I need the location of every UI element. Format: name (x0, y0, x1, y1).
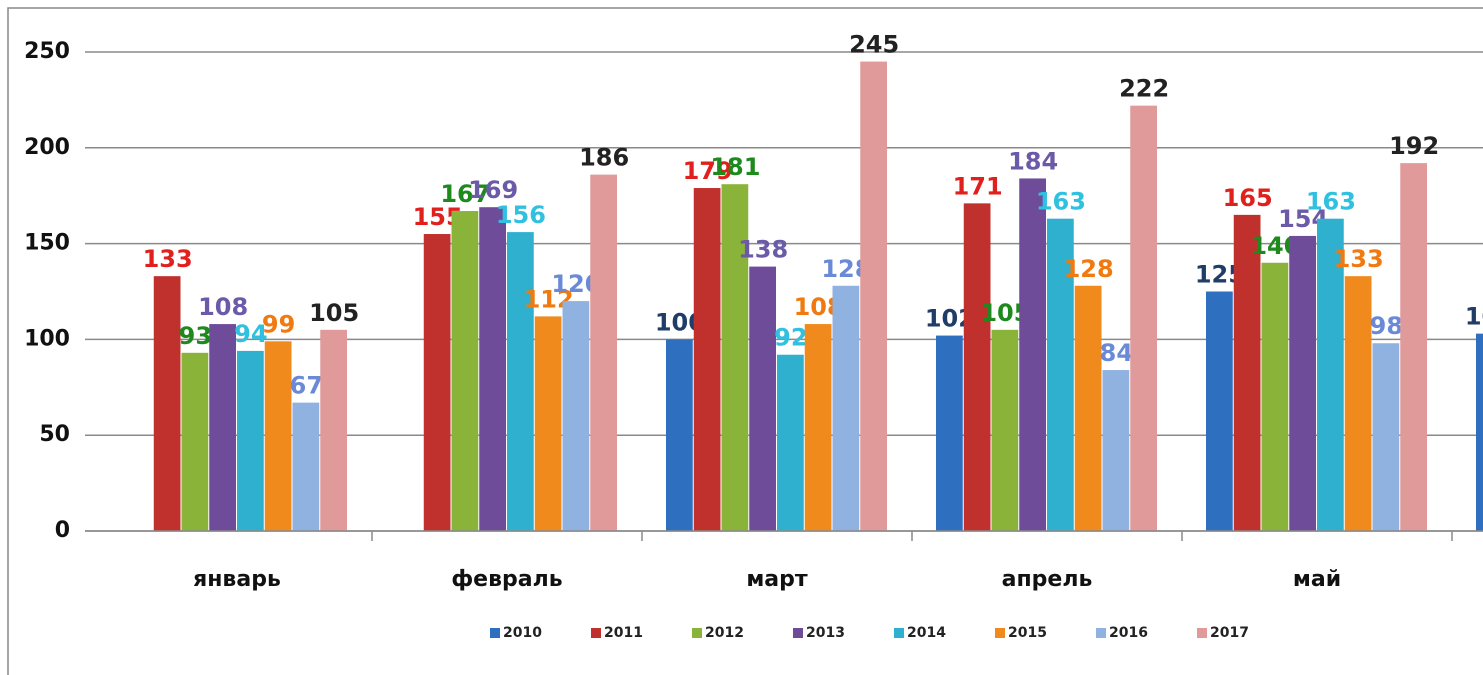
data-label: 186 (579, 144, 629, 172)
bar (264, 341, 292, 531)
legend-label: 2013 (806, 625, 845, 641)
data-label: 67 (290, 372, 323, 400)
bar (936, 335, 963, 531)
legend-label: 2017 (1210, 625, 1249, 641)
data-label: 92 (774, 324, 807, 352)
data-label: 156 (496, 201, 546, 229)
bar (1074, 285, 1102, 531)
legend-label: 2016 (1109, 625, 1148, 641)
bar (534, 316, 562, 531)
legend-label: 2012 (705, 625, 744, 641)
data-label: 245 (849, 31, 899, 59)
bar (777, 354, 804, 531)
legend-swatch (995, 628, 1005, 638)
legend-swatch (1096, 628, 1106, 638)
data-label: 181 (710, 153, 760, 181)
data-label: 222 (1119, 75, 1169, 103)
data-label: 99 (262, 310, 295, 338)
y-tick-label: 100 (24, 326, 70, 351)
bar (562, 301, 590, 531)
data-label: 138 (738, 236, 788, 264)
x-tick-label: январь (193, 567, 281, 592)
bar (1233, 214, 1261, 532)
data-label: 103 (1465, 303, 1483, 331)
bar (423, 234, 451, 531)
bar (693, 188, 721, 531)
bar (832, 285, 860, 531)
y-tick-label: 250 (24, 39, 70, 64)
y-tick-label: 0 (55, 518, 70, 543)
x-tick-label: апрель (1002, 567, 1093, 592)
bar (209, 324, 236, 531)
bar (479, 207, 506, 532)
data-label: 179 (683, 157, 733, 185)
data-label: 128 (1064, 255, 1114, 283)
bar (721, 184, 749, 532)
legend-swatch (894, 628, 904, 638)
legend-label: 2015 (1008, 625, 1047, 641)
data-label: 84 (1100, 339, 1133, 367)
bar (181, 352, 209, 531)
data-label: 167 (440, 180, 490, 208)
data-label: 94 (234, 320, 267, 348)
bar (1289, 235, 1316, 531)
data-label: 108 (198, 293, 248, 321)
x-tick-label: март (746, 567, 808, 592)
data-label: 133 (1334, 245, 1384, 273)
data-label: 163 (1036, 188, 1086, 216)
bar (1372, 343, 1400, 531)
data-label: 192 (1389, 132, 1439, 160)
data-label: 169 (468, 176, 518, 204)
bar (1261, 262, 1289, 531)
bar (320, 329, 347, 531)
y-tick-label: 150 (24, 231, 70, 256)
data-label: 98 (1370, 312, 1403, 340)
data-label: 165 (1223, 184, 1273, 212)
data-label: 184 (1008, 147, 1058, 175)
data-label: 105 (309, 299, 359, 327)
bar (1476, 333, 1483, 531)
data-label: 133 (143, 245, 193, 273)
bar (451, 211, 479, 531)
bar (860, 61, 887, 532)
legend-swatch (490, 628, 500, 638)
data-label: 163 (1306, 188, 1356, 216)
bar (1206, 291, 1233, 531)
x-tick-label: февраль (451, 567, 562, 592)
bar (1047, 218, 1074, 531)
bar (1400, 163, 1427, 532)
x-tick-label: май (1293, 567, 1341, 592)
bar (1130, 105, 1157, 531)
legend-label: 2014 (907, 625, 946, 641)
legend-swatch (692, 628, 702, 638)
chart-border (7, 7, 1483, 675)
legend-swatch (591, 628, 601, 638)
bar (1019, 178, 1046, 531)
bar (991, 329, 1019, 531)
legend-swatch (793, 628, 803, 638)
bar (237, 350, 264, 531)
bar (590, 174, 617, 531)
bar (153, 276, 181, 531)
bar (749, 266, 776, 531)
data-label: 171 (953, 172, 1003, 200)
y-tick-label: 200 (24, 135, 70, 160)
bar (292, 402, 320, 531)
legend-label: 2010 (503, 625, 542, 641)
legend-swatch (1197, 628, 1207, 638)
legend-label: 2011 (604, 625, 643, 641)
bar (1102, 370, 1130, 531)
bar (666, 339, 693, 531)
data-label: 93 (179, 322, 212, 350)
bar (507, 232, 534, 531)
bar (1344, 276, 1372, 531)
bar (963, 203, 991, 531)
bar (1317, 218, 1344, 531)
y-tick-label: 50 (39, 422, 70, 447)
bar (804, 324, 832, 531)
